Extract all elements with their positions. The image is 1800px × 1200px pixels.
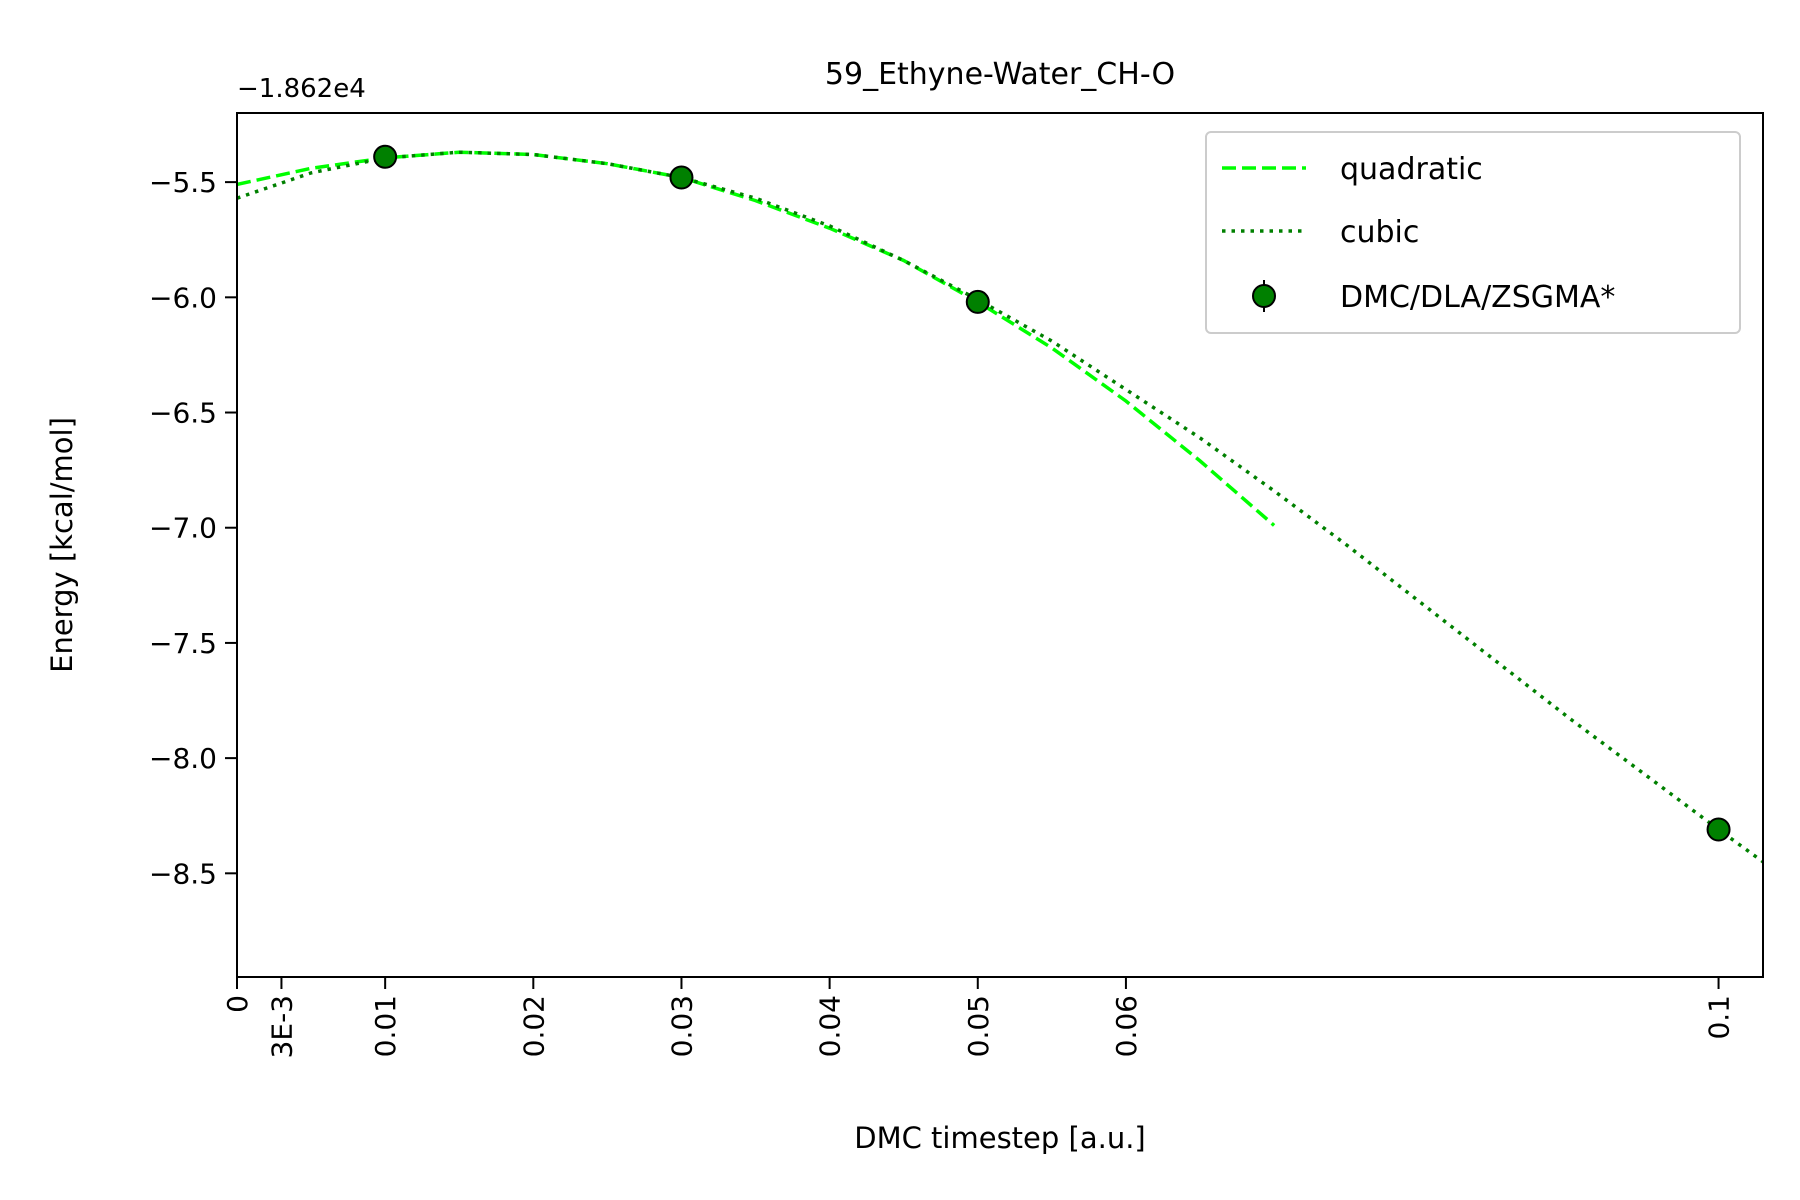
- legend-swatch-marker: [1252, 284, 1276, 308]
- y-tick-label: −7.0: [149, 512, 217, 545]
- plot-frame: [236, 112, 1764, 978]
- y-ticks: −5.5 −6.0 −6.5 −7.0 −7.5 −8.0 −8.5: [149, 166, 237, 890]
- x-tick-label: 0.01: [369, 995, 402, 1057]
- y-tick-label: −6.5: [149, 397, 217, 430]
- series-lines: [237, 150, 1763, 864]
- data-point: [965, 289, 990, 314]
- y-tick-label: −8.5: [149, 857, 217, 890]
- x-ticks: 0 3E-3 0.01 0.02 0.03 0.04 0.05 0.06 0.1: [221, 977, 1736, 1058]
- legend: quadratic cubic DMC/DLA/ZSGMA*: [1205, 131, 1741, 334]
- x-tick-label: 0: [221, 995, 254, 1013]
- y-tick-label: −6.0: [149, 281, 217, 314]
- x-tick-label: 0.03: [665, 995, 698, 1057]
- y-tick-label: −8.0: [149, 742, 217, 775]
- data-point: [1706, 817, 1731, 842]
- series-line-quadratic: [237, 150, 1276, 527]
- y-offset-label: −1.862e4: [237, 74, 366, 104]
- x-tick-label: 0.06: [1110, 995, 1143, 1057]
- series-line-cubic: [237, 150, 1763, 864]
- legend-label-cubic: cubic: [1340, 215, 1419, 250]
- y-tick-label: −7.5: [149, 627, 217, 660]
- legend-label-quadratic: quadratic: [1340, 152, 1483, 187]
- x-tick-label: 3E-3: [265, 995, 298, 1058]
- x-axis-label: DMC timestep [a.u.]: [854, 1121, 1146, 1155]
- chart-title: 59_Ethyne-Water_CH-O: [825, 57, 1175, 92]
- y-axis-label: Energy [kcal/mol]: [45, 417, 79, 673]
- x-tick-label: 0.04: [814, 995, 847, 1057]
- legend-label-dmc: DMC/DLA/ZSGMA*: [1340, 280, 1615, 315]
- data-point: [373, 144, 398, 169]
- x-tick-label: 0.05: [962, 995, 995, 1057]
- series-points: [373, 144, 1731, 842]
- x-tick-label: 0.1: [1703, 995, 1736, 1040]
- x-tick-label: 0.02: [517, 995, 550, 1057]
- data-point: [669, 165, 694, 190]
- y-tick-label: −5.5: [149, 166, 217, 199]
- legend-box: [1205, 131, 1741, 334]
